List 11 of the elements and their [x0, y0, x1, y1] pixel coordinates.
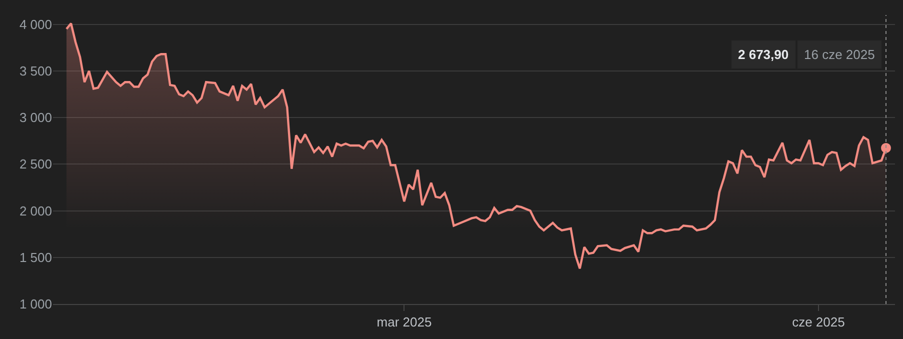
y-tick-label: 3 500 [19, 63, 52, 78]
x-tick-label: mar 2025 [376, 314, 432, 330]
y-tick-label: 2 000 [19, 203, 52, 218]
y-tick-label: 1 000 [19, 296, 52, 312]
y-tick-label: 2 500 [19, 156, 52, 172]
x-tick-label: cze 2025 [792, 314, 845, 330]
y-tick-label: 4 000 [19, 16, 52, 32]
y-tick-label: 1 500 [19, 250, 52, 265]
annotation: 16 cze 2025 [804, 47, 875, 62]
annotation: 2 673,90 [738, 47, 789, 62]
y-tick-label: 3 000 [19, 110, 52, 126]
